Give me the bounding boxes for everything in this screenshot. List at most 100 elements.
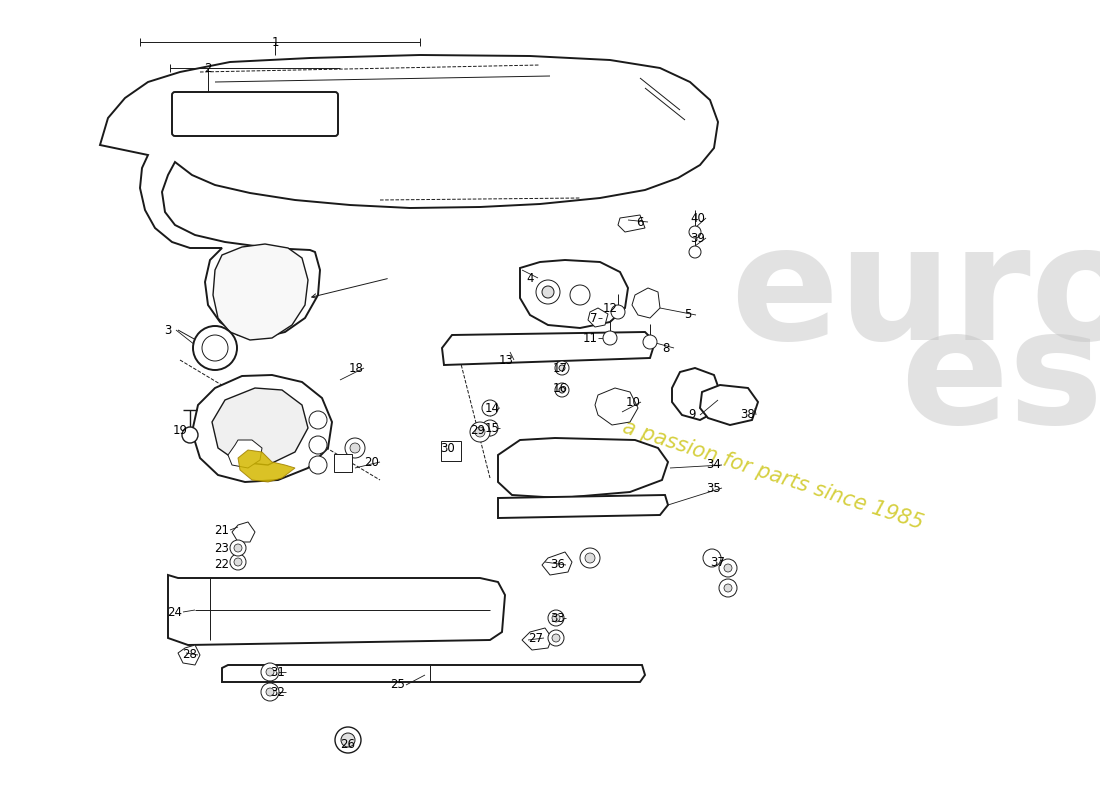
Circle shape — [182, 427, 198, 443]
Circle shape — [336, 727, 361, 753]
Circle shape — [724, 584, 732, 592]
Polygon shape — [178, 645, 200, 665]
Polygon shape — [588, 308, 608, 327]
Text: 7: 7 — [591, 311, 597, 325]
Circle shape — [309, 456, 327, 474]
Circle shape — [266, 668, 274, 676]
Circle shape — [580, 548, 600, 568]
Polygon shape — [238, 450, 295, 482]
Circle shape — [470, 422, 490, 442]
Polygon shape — [520, 260, 628, 328]
Polygon shape — [222, 665, 645, 682]
Text: 19: 19 — [173, 423, 187, 437]
Text: 34: 34 — [706, 458, 722, 471]
Text: 24: 24 — [167, 606, 183, 618]
Circle shape — [202, 335, 228, 361]
Circle shape — [341, 733, 355, 747]
Circle shape — [230, 554, 246, 570]
Circle shape — [309, 436, 327, 454]
Text: 1: 1 — [272, 35, 278, 49]
Circle shape — [719, 579, 737, 597]
Text: 15: 15 — [485, 422, 499, 434]
Text: 37: 37 — [711, 555, 725, 569]
Circle shape — [192, 326, 236, 370]
Circle shape — [234, 558, 242, 566]
Text: 33: 33 — [551, 611, 565, 625]
Circle shape — [542, 286, 554, 298]
Circle shape — [548, 610, 564, 626]
Text: 21: 21 — [214, 523, 230, 537]
Text: 22: 22 — [214, 558, 230, 571]
Circle shape — [552, 634, 560, 642]
Text: 17: 17 — [552, 362, 568, 374]
Polygon shape — [498, 438, 668, 498]
Text: 13: 13 — [498, 354, 514, 366]
Circle shape — [585, 553, 595, 563]
Text: 31: 31 — [271, 666, 285, 678]
Text: 23: 23 — [214, 542, 230, 554]
Circle shape — [309, 411, 327, 429]
Text: 39: 39 — [691, 231, 705, 245]
Circle shape — [536, 280, 560, 304]
Text: 16: 16 — [552, 382, 568, 394]
Circle shape — [570, 285, 590, 305]
FancyBboxPatch shape — [441, 441, 461, 461]
Text: 28: 28 — [183, 649, 197, 662]
Polygon shape — [672, 368, 721, 420]
Text: 3: 3 — [164, 323, 172, 337]
Text: 20: 20 — [364, 455, 380, 469]
Circle shape — [475, 427, 485, 437]
Circle shape — [556, 361, 569, 375]
Polygon shape — [232, 522, 255, 542]
Text: 40: 40 — [691, 211, 705, 225]
Text: 14: 14 — [484, 402, 499, 414]
Text: es: es — [900, 302, 1100, 458]
Circle shape — [345, 438, 365, 458]
Text: 5: 5 — [684, 309, 692, 322]
Polygon shape — [632, 288, 660, 318]
Circle shape — [552, 614, 560, 622]
Polygon shape — [618, 215, 645, 232]
Text: 8: 8 — [662, 342, 670, 354]
Text: 26: 26 — [341, 738, 355, 751]
Polygon shape — [542, 552, 572, 575]
Circle shape — [230, 540, 246, 556]
Text: 12: 12 — [603, 302, 617, 314]
Text: 30: 30 — [441, 442, 455, 454]
Text: a passion for parts since 1985: a passion for parts since 1985 — [620, 417, 926, 533]
Text: 35: 35 — [706, 482, 722, 494]
Text: 27: 27 — [528, 631, 543, 645]
Circle shape — [610, 305, 625, 319]
Polygon shape — [700, 385, 758, 425]
FancyBboxPatch shape — [172, 92, 338, 136]
Polygon shape — [213, 244, 308, 340]
FancyBboxPatch shape — [334, 454, 352, 472]
Circle shape — [556, 383, 569, 397]
Text: 4: 4 — [526, 271, 534, 285]
Text: 36: 36 — [551, 558, 565, 571]
Circle shape — [261, 663, 279, 681]
Polygon shape — [192, 375, 332, 482]
Polygon shape — [595, 388, 638, 425]
Circle shape — [559, 387, 565, 393]
Circle shape — [266, 688, 274, 696]
Text: euro: euro — [730, 218, 1100, 373]
Polygon shape — [212, 388, 308, 465]
Polygon shape — [498, 495, 668, 518]
Circle shape — [603, 331, 617, 345]
Polygon shape — [100, 55, 718, 338]
Text: 18: 18 — [349, 362, 363, 374]
Text: 11: 11 — [583, 331, 597, 345]
Circle shape — [234, 544, 242, 552]
Circle shape — [724, 564, 732, 572]
Circle shape — [703, 549, 720, 567]
Text: 9: 9 — [689, 409, 695, 422]
Text: 2: 2 — [205, 62, 211, 74]
Polygon shape — [442, 332, 654, 365]
Text: 32: 32 — [271, 686, 285, 698]
Polygon shape — [522, 628, 552, 650]
Text: 10: 10 — [626, 395, 640, 409]
Text: 29: 29 — [471, 423, 485, 437]
Circle shape — [482, 420, 498, 436]
Circle shape — [644, 335, 657, 349]
